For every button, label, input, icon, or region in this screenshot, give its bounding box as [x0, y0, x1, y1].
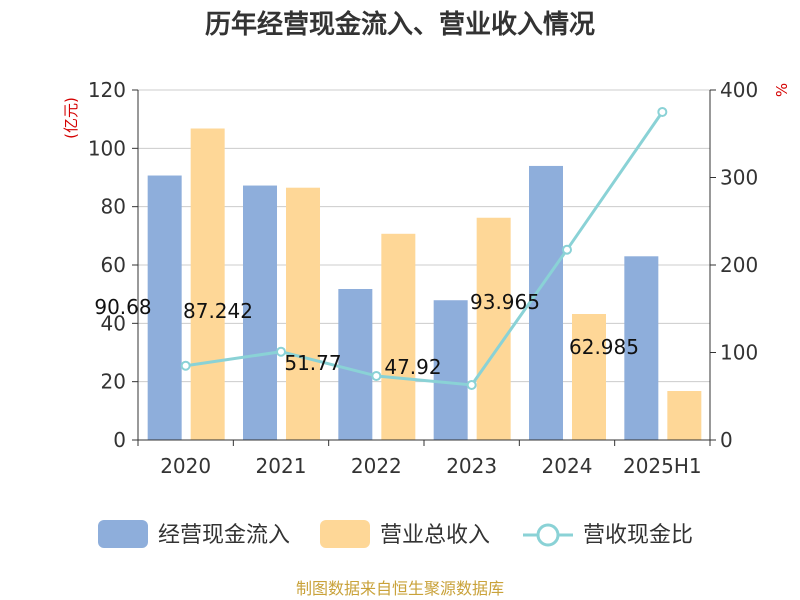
right-tick-label: 0: [720, 428, 733, 452]
bar-total-revenue: [667, 391, 702, 440]
left-tick-label: 40: [101, 311, 126, 335]
ratio-point: [562, 244, 572, 255]
ratio-point: [657, 106, 668, 117]
right-tick-label: 200: [720, 253, 758, 277]
data-label-cash-inflow: 47.92: [384, 355, 441, 379]
left-tick-label: 0: [113, 428, 126, 452]
legend-marker-ratio: [536, 523, 560, 547]
left-tick-label: 80: [101, 195, 126, 219]
bar-cash-inflow: [529, 165, 563, 440]
axes: 0 20 40 60 80 100 120 0 100 200 300 400 2020 2021 2022…: [88, 78, 758, 478]
source-note: 制图数据来自恒生聚源数据库: [296, 579, 504, 598]
right-tick-label: 300: [720, 166, 758, 190]
x-tick-label: 2025H1: [623, 454, 702, 478]
x-tick-label: 2024: [542, 454, 593, 478]
bars: [147, 128, 702, 440]
data-labels: 90.68 87.242 51.77 47.92 93.965 62.985: [94, 290, 639, 379]
left-tick-label: 100: [88, 136, 126, 160]
chart-title: 历年经营现金流入、营业收入情况: [205, 9, 595, 40]
bar-total-revenue: [572, 314, 606, 440]
right-axis-unit: %: [773, 83, 791, 97]
ratio-point: [371, 370, 382, 381]
x-tick-label: 2022: [351, 454, 402, 478]
left-tick-label: 120: [88, 78, 126, 102]
right-tick-label: 400: [720, 78, 758, 102]
data-label-cash-inflow: 90.68: [94, 295, 151, 319]
grid: [138, 89, 710, 383]
ratio-line-path: [185, 111, 664, 387]
bar-cash-inflow: [624, 256, 659, 440]
legend-label-cash-inflow: 经营现金流入: [158, 523, 290, 548]
ratio-point: [276, 346, 286, 357]
ratio-line: [180, 106, 668, 390]
data-label-cash-inflow: 93.965: [470, 290, 540, 314]
legend[interactable]: 经营现金流入 营业总收入 营收现金比: [98, 520, 693, 548]
x-tick-label: 2020: [160, 454, 211, 478]
legend-swatch-total-revenue: [320, 520, 370, 548]
bar-cash-inflow: [338, 289, 373, 440]
bar-total-revenue: [190, 128, 225, 440]
left-axis-unit: (亿元): [62, 97, 80, 139]
ratio-point: [466, 379, 477, 390]
left-tick-label: 20: [101, 370, 126, 394]
bar-total-revenue: [381, 233, 416, 440]
data-label-cash-inflow: 87.242: [183, 299, 253, 323]
bar-total-revenue: [476, 217, 511, 440]
data-label-cash-inflow: 62.985: [569, 335, 639, 359]
x-tick-label: 2023: [446, 454, 497, 478]
legend-label-ratio: 营收现金比: [583, 523, 693, 548]
legend-swatch-cash-inflow: [98, 520, 148, 548]
bar-cash-inflow: [243, 185, 277, 440]
bar-cash-inflow: [147, 175, 182, 440]
left-tick-label: 60: [101, 253, 126, 277]
bar-cash-inflow: [433, 300, 468, 440]
legend-label-total-revenue: 营业总收入: [380, 523, 490, 548]
x-tick-label: 2021: [256, 454, 307, 478]
right-tick-label: 100: [720, 341, 758, 365]
bar-total-revenue: [286, 187, 320, 440]
data-label-cash-inflow: 51.77: [284, 351, 341, 375]
ratio-point: [180, 360, 191, 371]
